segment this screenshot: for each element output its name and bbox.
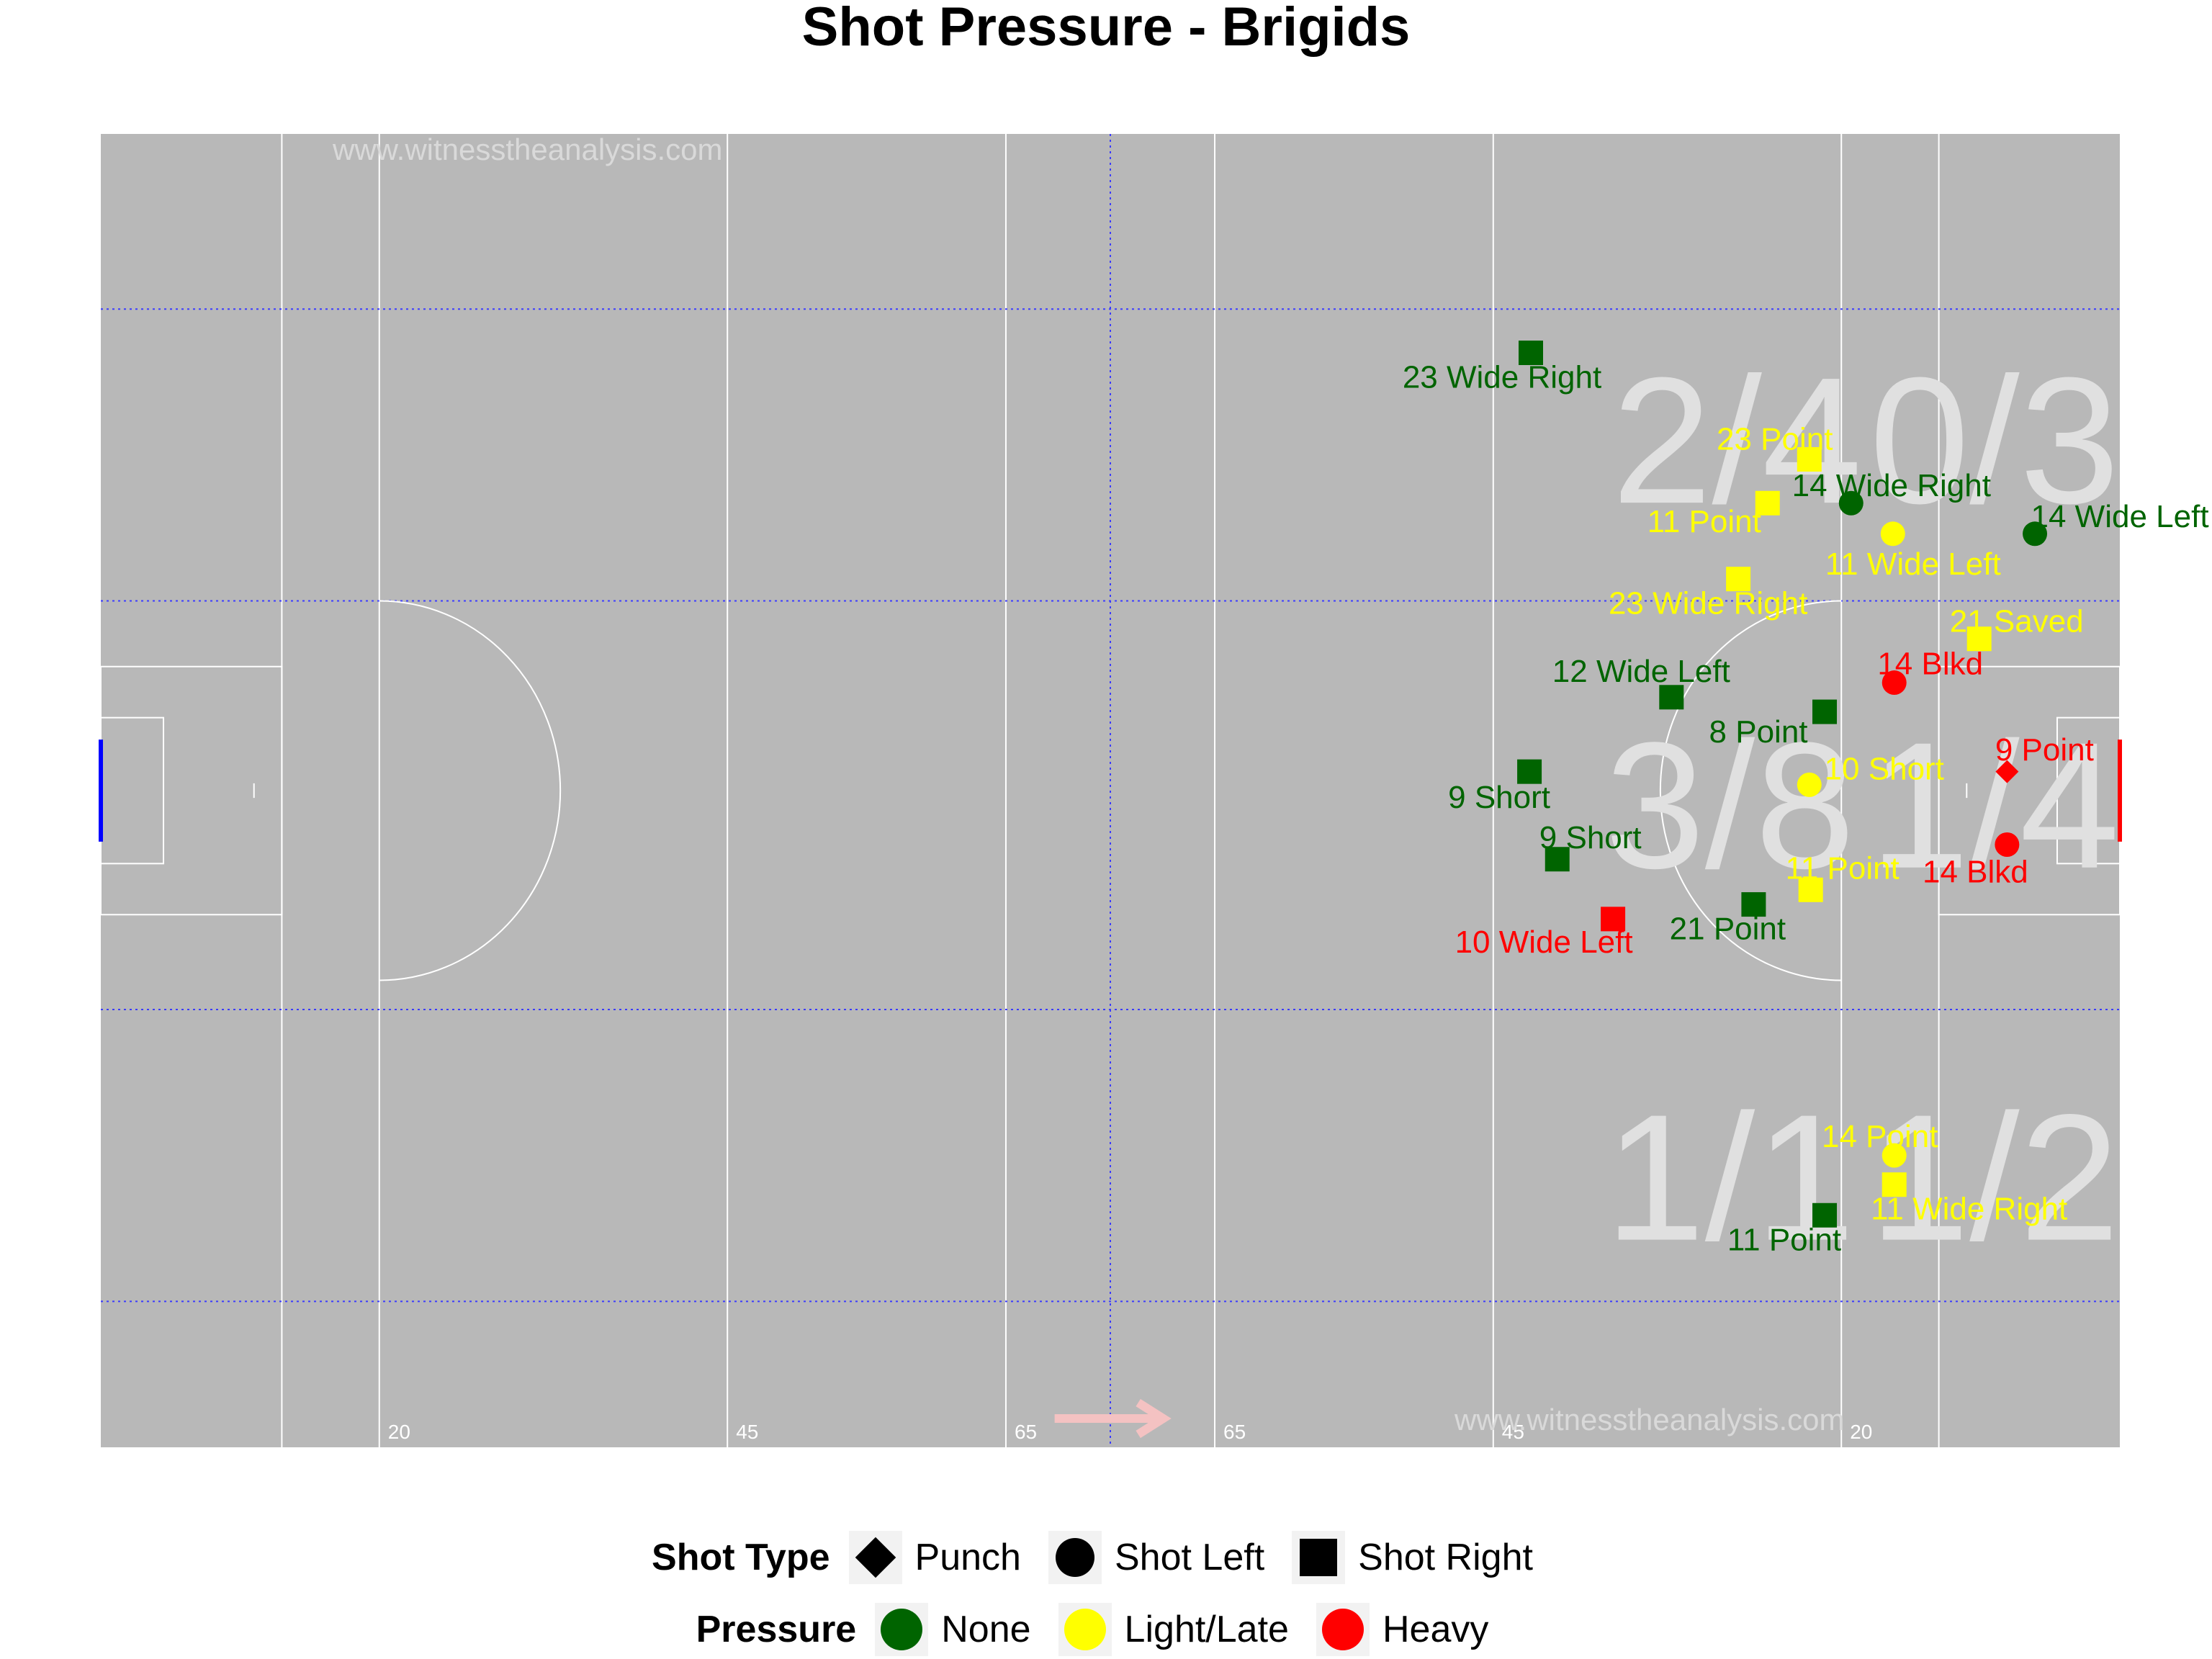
legend-label-none: None: [941, 1609, 1031, 1650]
watermark-top: www.witnesstheanalysis.com: [332, 132, 723, 166]
shot-marker-square: [1601, 907, 1626, 932]
pitch-line-label: 45: [736, 1421, 758, 1443]
shot-marker-square: [1726, 567, 1751, 592]
zone-score-layer: 2/4 0/33/8 1/41/1 1/2: [1605, 340, 2120, 1277]
shot-label: 11 Point: [1786, 850, 1899, 886]
shot-label: 14 Wide Left: [2031, 499, 2209, 534]
arrow-head-icon: [1136, 1398, 1172, 1439]
legend-label-light-late: Light/Late: [1124, 1609, 1289, 1650]
shot-marker-square: [1519, 341, 1544, 365]
shot-marker-square: [1545, 847, 1570, 872]
shot-marker-diamond: [1995, 760, 2019, 783]
zone-score: 1/2: [1869, 1077, 2120, 1278]
watermark-bottom: www.witnesstheanalysis.com: [1454, 1403, 1845, 1437]
shot-label: 23 Wide Right: [1609, 586, 1807, 621]
shot-marker-circle: [1881, 670, 1907, 696]
semicircle-left: [379, 600, 562, 981]
shot-label: 23 Point: [1717, 421, 1833, 457]
shot-label: 21 Point: [1670, 912, 1786, 947]
legend-label-shot-right: Shot Right: [1358, 1537, 1533, 1578]
chart-title: Shot Pressure - Brigids: [801, 0, 1411, 58]
zone-score: 1/1: [1605, 1077, 1856, 1278]
shots-layer: 23 Wide Right 23 Point 14 Wide Right 11 Poi…: [1403, 341, 2209, 1257]
shot-label: 10 Wide Left: [1455, 925, 1633, 960]
shot-marker-square: [1797, 446, 1822, 472]
diamond-icon: [848, 1531, 902, 1584]
legend-label-shot-left: Shot Left: [1114, 1537, 1265, 1578]
pitch-layer: 20 45 65 65 45 20: [99, 134, 2122, 1447]
shot-label: 8 Point: [1709, 714, 1808, 750]
pitch-line-label: 65: [1015, 1421, 1037, 1443]
shot-marker-square: [1755, 490, 1780, 516]
legend-pressure: Pressure None Light/Late Heavy: [0, 1600, 2212, 1659]
shot-marker-square: [1812, 699, 1838, 724]
shot-marker-square: [1966, 626, 1992, 652]
shot-label: 9 Short: [1448, 780, 1550, 815]
pressure-none-swatch: [875, 1603, 929, 1656]
shot-label: 11 Point: [1647, 504, 1761, 539]
shot-label: 11 Wide Right: [1871, 1192, 2067, 1227]
legend-pressure-title: Pressure: [696, 1609, 857, 1650]
shot-marker-square: [1881, 1172, 1907, 1197]
zone-score: 0/3: [1869, 340, 2120, 541]
pressure-light-swatch: [1058, 1603, 1112, 1656]
shot-marker-circle: [1880, 521, 1905, 547]
shot-label: 14 Point: [1822, 1119, 1938, 1154]
shot-marker-square: [1517, 759, 1542, 784]
legend-shot-type: Shot Type Punch Shot Left Shot Right: [0, 1525, 2212, 1590]
shot-label: 9 Short: [1539, 820, 1642, 855]
pressure-heavy-swatch: [1316, 1603, 1370, 1656]
shot-label: 12 Wide Left: [1552, 654, 1730, 689]
semicircle-right: [1659, 600, 1842, 981]
shot-label: 21 Saved: [1950, 604, 2084, 639]
pitch-line-label: 45: [1502, 1421, 1524, 1443]
shot-marker-circle: [2023, 521, 2048, 547]
zone-score: 3/8: [1605, 705, 1856, 906]
pitch-line-label: 65: [1223, 1421, 1246, 1443]
legend-label-punch: Punch: [914, 1537, 1021, 1578]
shot-label: 11 Wide Left: [1825, 547, 2001, 582]
shot-label: 14 Blkd: [1877, 647, 1983, 682]
circle-icon: [1048, 1531, 1102, 1584]
shot-label: 10 Short: [1825, 751, 1944, 786]
shot-label: 23 Wide Right: [1403, 360, 1601, 395]
shot-marker-circle: [1838, 490, 1863, 516]
shot-label: 11 Point: [1727, 1222, 1841, 1257]
shot-marker-square: [1812, 1202, 1838, 1228]
pitch-line-label: 20: [388, 1421, 410, 1443]
legend-shot-type-title: Shot Type: [652, 1537, 830, 1578]
shot-marker-circle: [1797, 772, 1822, 797]
shot-marker-circle: [1995, 832, 2020, 857]
pitch-line-label: 20: [1850, 1421, 1872, 1443]
zone-score: 2/4: [1611, 340, 1862, 541]
square-icon: [1292, 1531, 1346, 1584]
shot-label: 14 Wide Right: [1792, 468, 1991, 503]
shot-marker-square: [1659, 685, 1684, 710]
shot-marker-circle: [1881, 1143, 1907, 1168]
legend-label-heavy: Heavy: [1382, 1609, 1489, 1650]
shot-marker-square: [1798, 877, 1823, 902]
shot-marker-square: [1741, 892, 1766, 917]
zone-score: 1/4: [1869, 705, 2120, 906]
shot-label: 14 Blkd: [1923, 854, 2028, 889]
shot-label: 9 Point: [1995, 732, 2094, 768]
